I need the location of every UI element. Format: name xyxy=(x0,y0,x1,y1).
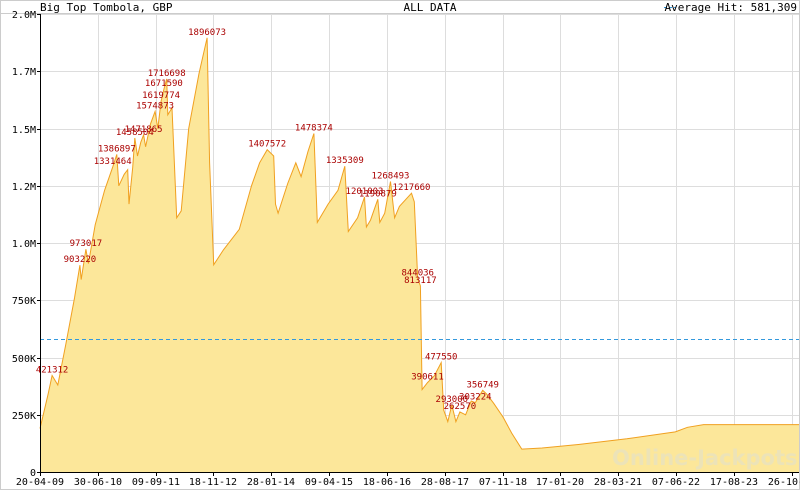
x-tick-label: 07-06-22 xyxy=(652,477,700,488)
peak-label: 303224 xyxy=(459,393,492,403)
peak-label: 477550 xyxy=(425,353,458,363)
x-tick-label: 07-11-18 xyxy=(479,477,527,488)
x-tick-label: 26-10-24 xyxy=(768,477,800,488)
x-tick-label: 09-09-11 xyxy=(132,477,180,488)
x-axis-ticks: 20-04-09 30-06-10 09-09-11 18-11-12 28-01-14… xyxy=(16,472,800,488)
x-tick-label: 17-08-23 xyxy=(710,477,758,488)
x-tick-label: 09-04-15 xyxy=(305,477,353,488)
peak-label: 1471865 xyxy=(125,125,163,135)
y-tick-label: 750K xyxy=(12,296,36,307)
peak-label: 813117 xyxy=(404,276,437,286)
x-tick-label: 20-04-09 xyxy=(16,477,64,488)
peak-label: 1478374 xyxy=(295,124,333,134)
range-label: ALL DATA xyxy=(404,1,457,14)
chart-title: Big Top Tombola, GBP xyxy=(40,1,173,14)
x-tick-label: 28-01-14 xyxy=(247,477,295,488)
x-tick-label: 28-03-21 xyxy=(594,477,642,488)
y-axis-ticks: 0 250K 500K 750K 1.0M 1.2M 1.5M 1.7M 2.0M xyxy=(12,10,40,479)
peak-label: 1386897 xyxy=(98,144,136,154)
peak-label: 1190879 xyxy=(359,189,397,199)
x-tick-label: 18-11-12 xyxy=(189,477,237,488)
x-tick-label: 28-08-17 xyxy=(421,477,469,488)
peak-label: 421312 xyxy=(36,366,69,376)
peak-label: 973017 xyxy=(70,239,103,249)
y-tick-label: 2.0M xyxy=(12,10,36,21)
peak-label: 1716698 xyxy=(148,69,186,79)
x-tick-label: 30-06-10 xyxy=(74,477,122,488)
x-tick-label: 17-01-20 xyxy=(536,477,584,488)
peak-label: 1671590 xyxy=(145,79,183,89)
y-tick-label: 1.2M xyxy=(12,182,36,193)
series-area-group xyxy=(39,37,799,473)
series-area xyxy=(40,37,799,473)
peak-label: 293000 xyxy=(436,395,469,405)
y-tick-label: 1.7M xyxy=(12,67,36,78)
watermark: Online-Jackpots.biz xyxy=(612,446,800,470)
peak-label: 1217660 xyxy=(393,183,431,193)
peak-label: 390611 xyxy=(411,373,444,383)
y-tick-label: 1.5M xyxy=(12,125,36,136)
peak-label: 844036 xyxy=(401,269,434,279)
peak-label: 903220 xyxy=(64,255,97,265)
peak-label: 1331464 xyxy=(94,157,132,167)
peak-label: 262570 xyxy=(444,402,477,412)
y-tick-label: 0 xyxy=(30,468,36,479)
peak-label: 1201003 xyxy=(346,187,384,197)
y-tick-label: 250K xyxy=(12,411,36,422)
y-tick-label: 1.0M xyxy=(12,239,36,250)
x-tick-label: 18-06-16 xyxy=(363,477,411,488)
peak-labels: 4213129032209730171331464138689714585041… xyxy=(36,28,499,412)
peak-label: 356749 xyxy=(466,380,499,390)
peak-label: 1335309 xyxy=(326,156,364,166)
peak-label: 1407572 xyxy=(248,140,286,150)
y-tick-label: 500K xyxy=(12,354,36,365)
peak-label: 1574873 xyxy=(136,101,174,111)
peak-label: 1619774 xyxy=(142,91,180,101)
peak-label: 1268493 xyxy=(372,172,410,182)
peak-label: 1458504 xyxy=(116,128,154,138)
average-legend-label: Average Hit: 581,309 xyxy=(665,1,797,14)
peak-label: 1896073 xyxy=(188,28,226,38)
series-line xyxy=(39,37,799,450)
